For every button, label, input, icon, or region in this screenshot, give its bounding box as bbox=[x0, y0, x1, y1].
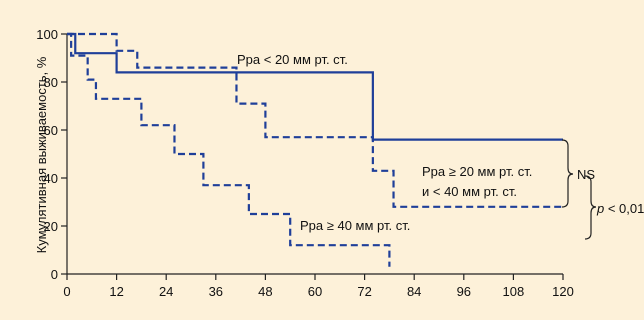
p-letter: p bbox=[596, 201, 604, 216]
y-tick-label: 40 bbox=[44, 171, 58, 186]
label-ppa-lt20: Ppa < 20 мм рт. ст. bbox=[237, 52, 348, 67]
y-tick-label: 80 bbox=[44, 75, 58, 90]
brace-p bbox=[584, 175, 597, 240]
y-tick-label: 20 bbox=[44, 219, 58, 234]
x-tick-label: 0 bbox=[63, 284, 70, 299]
y-tick-label: 0 bbox=[51, 267, 58, 282]
brace-ns bbox=[561, 139, 574, 208]
x-tick-label: 120 bbox=[552, 284, 574, 299]
x-tick-label: 36 bbox=[209, 284, 223, 299]
x-tick-label: 12 bbox=[109, 284, 123, 299]
x-tick-label: 108 bbox=[503, 284, 525, 299]
x-tick-label: 72 bbox=[357, 284, 371, 299]
series-ppa-lt20 bbox=[67, 32, 563, 141]
series-group bbox=[67, 32, 563, 267]
x-ticks: 0 12 24 36 48 60 72 84 96 108 120 bbox=[63, 274, 574, 299]
y-ticks: 0 20 40 60 80 100 bbox=[36, 27, 67, 282]
label-ppa-mid-line2: и < 40 мм рт. ст. bbox=[422, 184, 517, 199]
x-tick-label: 96 bbox=[457, 284, 471, 299]
y-tick-label: 100 bbox=[36, 27, 58, 42]
series-ppa-20-40 bbox=[67, 32, 563, 208]
x-tick-label: 84 bbox=[407, 284, 421, 299]
x-tick-label: 48 bbox=[258, 284, 272, 299]
ns-label: NS bbox=[577, 167, 595, 182]
label-ppa-ge40: Ppa ≥ 40 мм рт. ст. bbox=[300, 218, 410, 233]
x-tick-label: 24 bbox=[159, 284, 173, 299]
y-axis-label: Кумулятивная выживаемость, % bbox=[34, 56, 49, 253]
series-ppa-ge40 bbox=[67, 32, 391, 267]
p-value-label: p < 0,01 bbox=[596, 201, 644, 216]
label-ppa-mid-line1: Ppa ≥ 20 мм рт. ст. bbox=[422, 164, 532, 179]
x-tick-label: 60 bbox=[308, 284, 322, 299]
p-value: < 0,01 bbox=[604, 201, 644, 216]
y-tick-label: 60 bbox=[44, 123, 58, 138]
